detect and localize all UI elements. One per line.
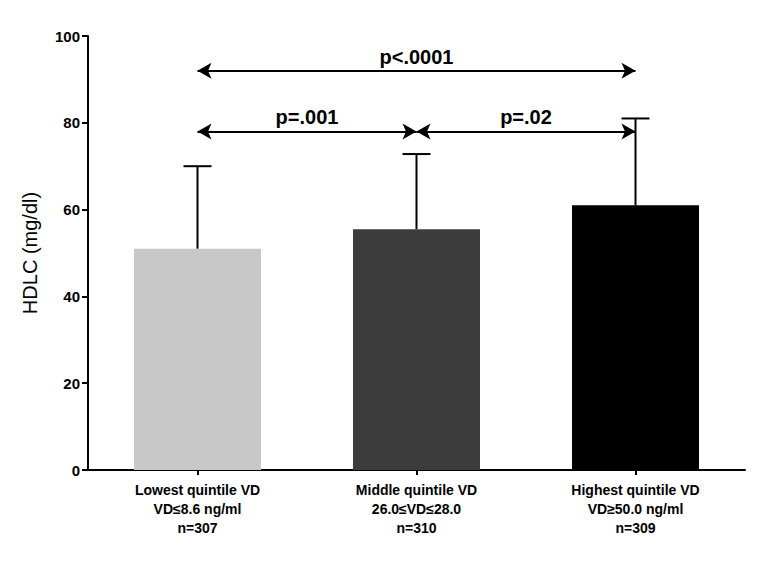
svg-text:p=.001: p=.001 (276, 106, 339, 128)
svg-text:Middle quintile VD: Middle quintile VD (356, 482, 477, 498)
svg-text:Highest quintile VD: Highest quintile VD (571, 482, 699, 498)
svg-text:0: 0 (72, 462, 80, 479)
svg-text:VD≥50.0 ng/ml: VD≥50.0 ng/ml (588, 501, 684, 517)
svg-text:p=.02: p=.02 (500, 106, 552, 128)
svg-text:p<.0001: p<.0001 (380, 46, 454, 68)
svg-text:20: 20 (63, 375, 80, 392)
svg-text:80: 80 (63, 114, 80, 131)
svg-text:60: 60 (63, 201, 80, 218)
svg-text:Lowest quintile VD: Lowest quintile VD (135, 482, 260, 498)
svg-text:100: 100 (55, 28, 80, 45)
svg-text:n=309: n=309 (615, 520, 655, 536)
svg-text:26.0≤VD≤28.0: 26.0≤VD≤28.0 (372, 501, 462, 517)
svg-text:n=310: n=310 (396, 520, 436, 536)
svg-text:40: 40 (63, 288, 80, 305)
svg-text:VD≤8.6 ng/ml: VD≤8.6 ng/ml (154, 501, 242, 517)
svg-text:n=307: n=307 (177, 520, 217, 536)
svg-text:HDLC (mg/dl): HDLC (mg/dl) (19, 192, 41, 314)
